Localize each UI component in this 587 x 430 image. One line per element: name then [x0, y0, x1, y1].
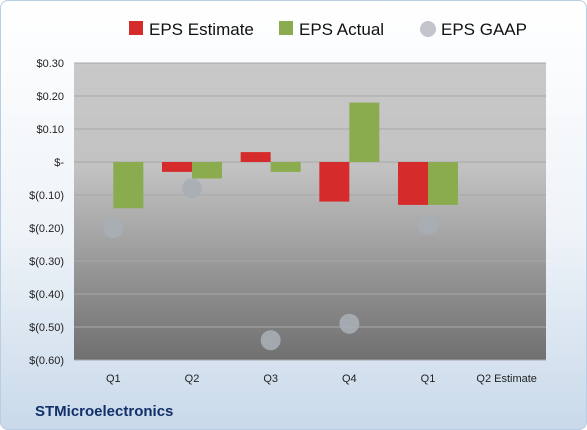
bar-eps-estimate: [398, 162, 428, 205]
x-tick-label: Q1: [421, 373, 436, 385]
x-tick-label: Q1: [106, 373, 121, 385]
y-tick-label: $(0.30): [29, 256, 64, 268]
bar-eps-actual: [192, 162, 222, 179]
bar-eps-actual: [428, 162, 458, 205]
bar-eps-actual: [113, 162, 144, 209]
legend-label: EPS Estimate: [149, 20, 254, 39]
bar-eps-estimate: [240, 152, 271, 162]
point-eps-gaap: [260, 330, 281, 351]
bar-eps-estimate: [319, 162, 350, 202]
legend-item: EPS Estimate: [129, 20, 254, 39]
company-name: STMicroelectronics: [35, 403, 174, 420]
y-tick-label: $(0.60): [29, 355, 64, 367]
legend-swatch: [279, 21, 293, 35]
legend-swatch: [129, 21, 143, 35]
y-tick-label: $-: [54, 157, 64, 169]
y-tick-label: $(0.40): [29, 289, 64, 301]
legend-item: EPS Actual: [279, 20, 384, 39]
bar-eps-estimate: [162, 162, 192, 172]
bar-eps-actual: [270, 162, 301, 172]
legend-item: EPS GAAP: [420, 20, 527, 39]
y-tick-label: $0.10: [36, 124, 64, 136]
point-eps-gaap: [418, 214, 438, 235]
point-eps-gaap: [182, 178, 202, 199]
point-eps-gaap: [339, 313, 360, 334]
x-tick-label: Q3: [263, 373, 278, 385]
legend-label: EPS GAAP: [441, 20, 527, 39]
point-eps-gaap: [103, 218, 124, 238]
y-tick-label: $0.20: [36, 91, 64, 103]
y-tick-label: $(0.10): [29, 190, 64, 202]
y-tick-label: $(0.50): [29, 322, 64, 334]
legend-label: EPS Actual: [299, 20, 384, 39]
legend-swatch: [420, 21, 436, 37]
x-tick-label: Q4: [342, 373, 357, 385]
y-tick-label: $(0.20): [29, 223, 64, 235]
plot-background: [74, 63, 546, 360]
y-tick-label: $0.30: [36, 58, 64, 70]
bar-eps-actual: [349, 102, 380, 162]
x-tick-label: Q2 Estimate: [476, 373, 537, 385]
x-tick-label: Q2: [185, 373, 200, 385]
